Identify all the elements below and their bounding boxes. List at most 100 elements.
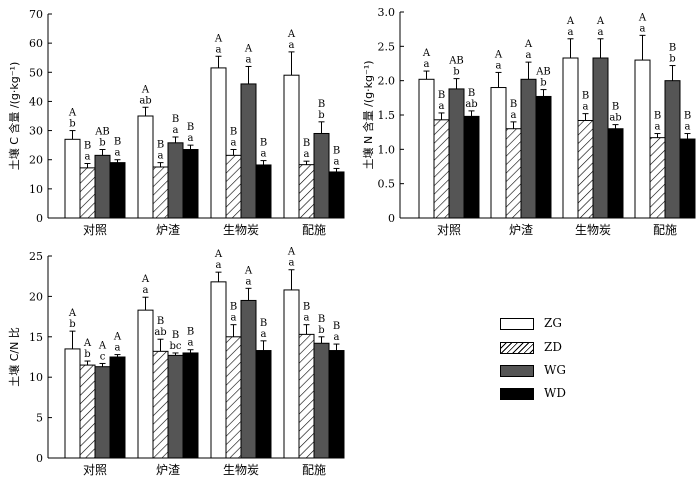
y-tick-label: 30 [29,125,43,138]
legend: ZG ZD WG WD [500,316,610,404]
category-label: 炉渣 [156,223,180,237]
sig-letter-lower: a [655,122,661,133]
bar-zd [505,128,522,219]
sig-letter-upper: B [303,138,310,149]
y-tick-label: 40 [29,95,43,108]
bar-zg [562,57,579,219]
sig-letter-upper: B [187,122,194,133]
y-tick-label: 0 [36,212,43,225]
sig-letter-lower: a [289,258,295,269]
bar-wg [448,88,465,219]
sig-letter-lower: a [216,44,222,55]
sig-letter-upper: B [438,90,445,101]
legend-label-wd: WD [544,386,566,400]
legend-swatch-zd [500,342,534,354]
bar-zd [298,333,315,459]
y-tick-label: 2.0 [378,75,396,88]
bar-wd [255,350,272,459]
bar-zg [210,67,227,219]
bar-wg [520,78,537,219]
sig-letter-lower: a [115,343,121,354]
sig-letter-upper: A [68,108,77,119]
sig-letter-upper: A [638,12,647,23]
sig-letter-upper: B [510,99,517,110]
bar-zg [283,289,300,459]
bar-zg [418,78,435,219]
category-label: 对照 [83,223,107,237]
bar-wg [167,354,184,459]
sig-letter-upper: B [318,99,325,110]
sig-letter-lower: a [85,152,91,163]
sig-letter-lower: b [318,110,324,121]
sig-letter-upper: B [157,140,164,151]
legend-item-wg: WG [500,363,610,379]
sig-letter-upper: A [214,33,223,44]
sig-letter-lower: a [158,151,164,162]
sig-letter-lower: a [216,260,222,271]
sig-letter-upper: A [113,332,122,343]
bar-wd [109,162,126,219]
sig-letter-upper: B [669,43,676,54]
sig-letter-lower: a [685,122,691,133]
legend-item-zd: ZD [500,340,610,356]
bar-zg [137,115,154,219]
bar-wd [679,138,696,219]
y-tick-label: 5 [36,412,43,425]
bar-wd [109,356,126,459]
panel-soil-nitrogen: 0 0.5 1.0 1.5 2.0 2.5 3.0 土壤 N 含量 /(g·kg⁻¹) 对照 Aa… [361,6,696,237]
bar-zg [210,281,227,459]
bar-zg [64,138,81,219]
legend-item-zg: ZG [500,316,610,332]
sig-letter-lower: a [261,329,267,340]
y-tick-label: 2.5 [378,40,396,53]
y-tick-label: 10 [29,371,43,384]
sig-letter-lower: c [100,351,106,362]
sig-letter-upper: B [114,137,121,148]
sig-letter-upper: B [230,127,237,138]
sig-letter-lower: a [304,313,310,324]
sig-letter-lower: a [231,138,237,149]
sig-letter-lower: a [496,60,502,71]
bar-wd [607,128,624,219]
bar-zg [137,309,154,459]
sig-letter-upper: B [333,321,340,332]
sig-letter-lower: bc [169,341,181,352]
sig-letter-upper: B [303,302,310,313]
sig-letter-upper: A [141,84,150,95]
y-tick-label: 1.0 [378,143,396,156]
bar-wd [535,95,552,219]
sig-letter-lower: a [173,125,179,136]
bar-wg [313,342,330,459]
bar-zg [490,87,507,219]
bar-wd [328,350,345,459]
legend-label-zg: ZG [544,316,562,330]
sig-letter-upper: B [230,302,237,313]
category-label: 配施 [302,463,326,477]
sig-letter-lower: ab [139,95,151,106]
sig-letter-lower: a [188,133,194,144]
sig-letter-upper: A [566,16,575,27]
y-tick-label: 15 [29,331,43,344]
bar-wd [182,352,199,459]
sig-letter-upper: B [612,102,619,113]
sig-letter-lower: ab [609,113,621,124]
bar-zd [433,119,450,219]
bar-wg [240,299,257,459]
sig-letter-upper: B [468,88,475,99]
sig-letter-lower: a [261,149,267,160]
bar-zg [283,74,300,219]
legend-swatch-zg [500,318,534,330]
sig-letter-upper: B [684,111,691,122]
y-tick-label: 20 [29,290,43,303]
bar-zd [79,167,96,219]
y-tick-label: 10 [29,183,43,196]
sig-letter-lower: a [246,54,252,65]
y-axis-label: 土壤 C/N 比 [7,327,21,387]
sig-letter-lower: a [424,59,430,70]
bar-wd [328,171,345,219]
sig-letter-upper: B [333,145,340,156]
sig-letter-lower: b [318,325,324,336]
sig-letter-upper: AB [448,56,464,67]
y-tick-label: 1.5 [378,109,396,122]
sig-letter-upper: B [260,138,267,149]
